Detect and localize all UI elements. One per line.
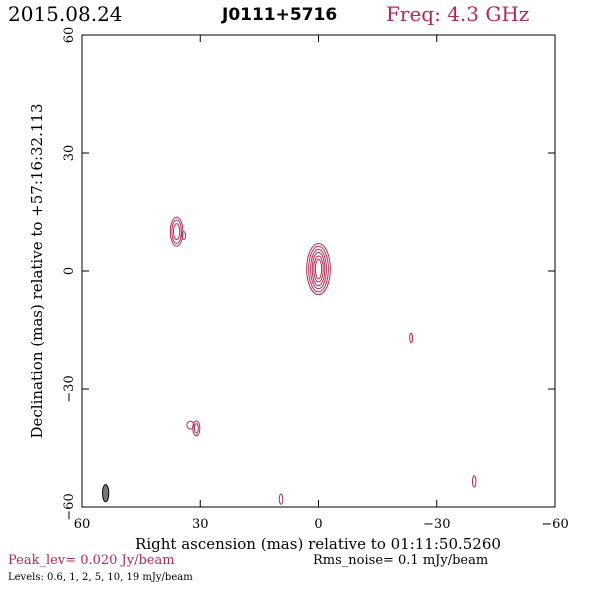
y-tick-label: 0 (62, 267, 77, 275)
x-tick-label: −30 (423, 517, 450, 532)
x-axis-label: Right ascension (mas) relative to 01:11:… (135, 535, 501, 553)
contour-core (314, 258, 323, 280)
beam-shape (101, 484, 110, 503)
axis-ticks (81, 34, 556, 508)
rms-noise: Rms_noise= 0.1 mJy/beam (313, 553, 489, 568)
contour-knot-ne-b (181, 231, 187, 241)
x-tick-label: −60 (541, 517, 568, 532)
contour-core (311, 252, 326, 287)
contour-knot-far-s (278, 493, 284, 505)
x-tick-label: 60 (74, 517, 91, 532)
contour-core (308, 245, 329, 293)
contour-core (310, 248, 327, 290)
contour-knot-se (471, 475, 477, 488)
contour-core (306, 242, 331, 296)
peak-level: Peak_lev= 0.020 Jy/beam (8, 553, 175, 568)
contour-knot-ne (171, 219, 182, 244)
y-tick-label: −30 (62, 375, 77, 402)
contour-core (313, 255, 324, 283)
y-tick-label: −60 (62, 493, 77, 520)
x-tick-label: 0 (314, 517, 322, 532)
contour-levels: Levels: 0.6, 1, 2, 5, 10, 19 mJy/beam (8, 572, 193, 583)
contour-knot-s (193, 423, 199, 434)
observation-date: 2015.08.24 (8, 2, 123, 26)
beam-ellipse (101, 484, 110, 503)
y-axis-label: Declination (mas) relative to +57:16:32.… (28, 103, 46, 438)
contour-lines (169, 216, 477, 505)
contour-knot-sw (409, 332, 414, 344)
y-tick-label: 30 (62, 145, 77, 162)
plot-frame (81, 34, 556, 508)
contour-knot-ne (172, 223, 181, 241)
contour-knot-s-b (186, 420, 195, 430)
x-tick-label: 30 (192, 517, 209, 532)
y-tick-label: 60 (62, 27, 77, 44)
source-name: J0111+5716 (222, 5, 338, 25)
frequency-label: Freq: 4.3 GHz (386, 2, 530, 26)
